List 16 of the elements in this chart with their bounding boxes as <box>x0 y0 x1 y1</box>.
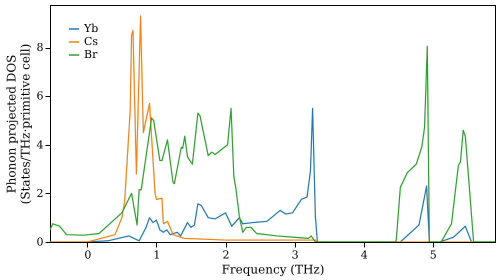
legend-label: Br <box>84 48 98 61</box>
x-axis-title: Frequency (THz) <box>222 262 324 276</box>
y-tick-label: 4 <box>36 138 44 152</box>
y-tick-label: 0 <box>36 236 44 248</box>
x-tick-label: 4 <box>360 248 368 262</box>
y-axis-title: Phonon projected DOS (States/THz·primitive cell) <box>4 44 32 204</box>
legend-label: Cs <box>84 35 98 48</box>
y-tick-label: 8 <box>36 41 44 54</box>
legend-label: Yb <box>83 22 98 35</box>
y-tick-label: 6 <box>36 90 44 103</box>
x-tick-label: 3 <box>292 248 299 262</box>
x-tick-label: 2 <box>222 248 230 262</box>
x-tick-label: 1 <box>153 248 160 262</box>
y-tick-label: 2 <box>36 186 44 200</box>
x-tick-label: 5 <box>430 248 437 262</box>
x-tick-label: 0 <box>84 248 92 262</box>
